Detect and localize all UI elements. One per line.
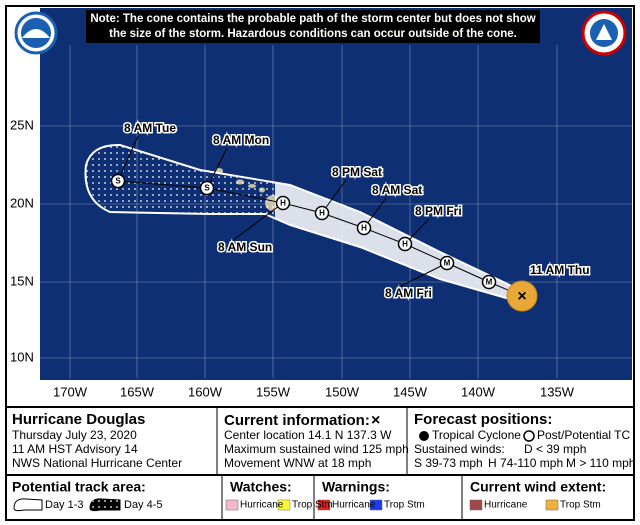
legend-swatch bbox=[469, 499, 483, 511]
forecast-point bbox=[481, 274, 497, 290]
legend-item: Trop Stm bbox=[560, 500, 601, 511]
day45-swatch-dots bbox=[90, 498, 120, 511]
legend-title: Warnings: bbox=[322, 479, 390, 495]
legend-title: Potential track area: bbox=[12, 479, 146, 495]
legend-swatch bbox=[317, 499, 331, 511]
leader-line bbox=[117, 135, 139, 182]
intensity-symbol: H bbox=[402, 240, 408, 249]
lon-label: 150W bbox=[325, 384, 360, 399]
forecast-point bbox=[356, 220, 372, 236]
note: the size of the storm. Hazardous conditi… bbox=[109, 28, 517, 40]
legend-item: Hurricane bbox=[240, 500, 284, 511]
current-marker-legend: × bbox=[371, 412, 380, 429]
swatches bbox=[225, 499, 559, 511]
lon-label: 165W bbox=[120, 384, 155, 399]
forecast-info: H 74-110 mph bbox=[488, 456, 563, 470]
leader-line bbox=[398, 262, 448, 288]
time-label: 8 AM Mon bbox=[213, 133, 269, 147]
legend-item: Day 4-5 bbox=[124, 499, 163, 511]
note: Note: The cone contains the probable pat… bbox=[90, 13, 535, 25]
forecast-title: Forecast positions: bbox=[414, 411, 552, 428]
leader-line bbox=[231, 202, 284, 242]
leader-line bbox=[206, 147, 228, 189]
time-label: 8 AM Sat bbox=[372, 183, 422, 197]
time-label: 8 PM Sat bbox=[332, 165, 382, 179]
wind-extent bbox=[506, 280, 538, 312]
forecast-info: Sustained winds: bbox=[414, 442, 505, 456]
intensity-symbol: M bbox=[486, 278, 493, 287]
lat-label: 15N bbox=[10, 273, 34, 288]
forecast-point bbox=[275, 195, 291, 211]
noaa-logo bbox=[14, 11, 58, 55]
tc-symbol bbox=[419, 431, 429, 441]
current-info: Maximum sustained wind 125 mph bbox=[224, 442, 409, 456]
current-marker: × bbox=[517, 288, 526, 305]
legend-swatch bbox=[225, 499, 239, 511]
intensity-symbol: H bbox=[361, 224, 367, 233]
storm-info: NWS National Hurricane Center bbox=[12, 456, 182, 470]
time-label: 8 AM Tue bbox=[124, 121, 176, 135]
info-panel bbox=[6, 406, 634, 520]
time-label: 11 AM Thu bbox=[530, 263, 590, 277]
legend-swatch bbox=[277, 499, 291, 511]
forecast-info: D < 39 mph bbox=[524, 442, 586, 456]
lat-label: 25N bbox=[10, 117, 34, 132]
lon-label: 140W bbox=[461, 384, 496, 399]
forecast-cone bbox=[275, 181, 521, 304]
note-box bbox=[86, 10, 540, 43]
intensity-symbol: H bbox=[280, 199, 286, 208]
forecast-info: Tropical Cyclone bbox=[432, 428, 521, 442]
legend-item: Hurricane bbox=[484, 500, 528, 511]
time-label: 8 AM Fri bbox=[385, 286, 432, 300]
lon-label: 155W bbox=[256, 384, 291, 399]
current-title: Current information: bbox=[224, 412, 370, 429]
forecast-point bbox=[439, 255, 455, 271]
time-label: 8 PM Fri bbox=[415, 204, 462, 218]
storm-name: Hurricane Douglas bbox=[12, 411, 145, 428]
forecast-info: S 39-73 mph bbox=[414, 456, 483, 470]
legend-title: Current wind extent: bbox=[470, 479, 606, 495]
day13-swatch bbox=[13, 498, 43, 512]
intensity-symbol: S bbox=[115, 177, 121, 186]
forecast-points: M M H H H H S S bbox=[110, 135, 497, 290]
legend-item: Trop Stm bbox=[292, 500, 333, 511]
forecast-info: Post/Potential TC bbox=[537, 428, 630, 442]
forecast-info: M > 110 mph bbox=[566, 456, 635, 470]
forecast-point bbox=[314, 205, 330, 221]
time-label: 8 AM Sun bbox=[218, 240, 272, 254]
lon-label: 170W bbox=[53, 384, 88, 399]
legend-swatch bbox=[369, 499, 383, 511]
current-info: Movement WNW at 18 mph bbox=[224, 456, 371, 470]
frame bbox=[5, 5, 635, 521]
storm-info: Thursday July 23, 2020 bbox=[12, 428, 137, 442]
current-info: Center location 14.1 N 137.3 W bbox=[224, 428, 392, 442]
intensity-symbol: H bbox=[319, 209, 325, 218]
legend-item: Trop Stm bbox=[384, 500, 425, 511]
forecast-point bbox=[199, 180, 215, 196]
intensity-symbol: M bbox=[444, 259, 451, 268]
legend-swatch bbox=[545, 499, 559, 511]
lat-label: 10N bbox=[10, 349, 34, 364]
lon-label: 160W bbox=[188, 384, 223, 399]
legend-title: Watches: bbox=[230, 479, 292, 495]
lon-label: 145W bbox=[393, 384, 428, 399]
forecast-point bbox=[110, 173, 126, 189]
forecast-cone-day4-5 bbox=[84, 143, 275, 220]
lat-label: 20N bbox=[10, 195, 34, 210]
lon-label: 135W bbox=[540, 384, 575, 399]
nws-logo bbox=[581, 10, 627, 56]
intensity-symbol: S bbox=[204, 184, 210, 193]
legend-item: Hurricane bbox=[332, 500, 376, 511]
forecast-point bbox=[397, 236, 413, 252]
legend-item: Day 1-3 bbox=[45, 499, 84, 511]
storm-info: 11 AM HST Advisory 14 bbox=[12, 442, 138, 456]
ptc-symbol bbox=[523, 430, 535, 442]
